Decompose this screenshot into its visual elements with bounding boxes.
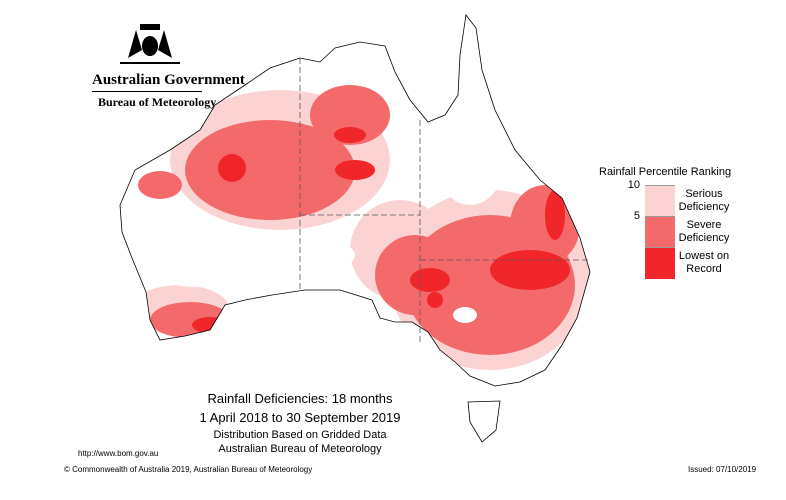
legend-label: Lowest on Record [678, 250, 730, 275]
map-title: Rainfall Deficiencies: 18 months [207, 391, 393, 406]
url: http://www.bom.gov.au [78, 449, 159, 458]
coat-of-arms [120, 24, 180, 64]
legend-label: Serious Deficiency [678, 188, 730, 213]
state-borders [299, 58, 590, 345]
legend-swatch [645, 216, 675, 248]
legend-swatch [645, 247, 675, 279]
agency: Australian Government [92, 72, 245, 88]
map-source: Australian Bureau of Meteorology [218, 443, 382, 455]
legend-title: Rainfall Percentile Ranking [599, 166, 732, 178]
bureau: Bureau of Meteorology [98, 95, 217, 109]
map-method: Distribution Based on Gridded Data [213, 429, 387, 441]
copyright: © Commonwealth of Australia 2019, Austra… [64, 465, 313, 474]
legend-swatch [645, 185, 675, 217]
rule [92, 91, 202, 92]
map-period: 1 April 2018 to 30 September 2019 [199, 410, 401, 425]
deficiency-areas [130, 85, 590, 370]
issued: Issued: 07/10/2019 [688, 465, 757, 474]
legend-tick: 5 [633, 210, 640, 222]
legend-label: Severe Deficiency [678, 219, 730, 244]
legend-tick: 10 [627, 179, 640, 191]
